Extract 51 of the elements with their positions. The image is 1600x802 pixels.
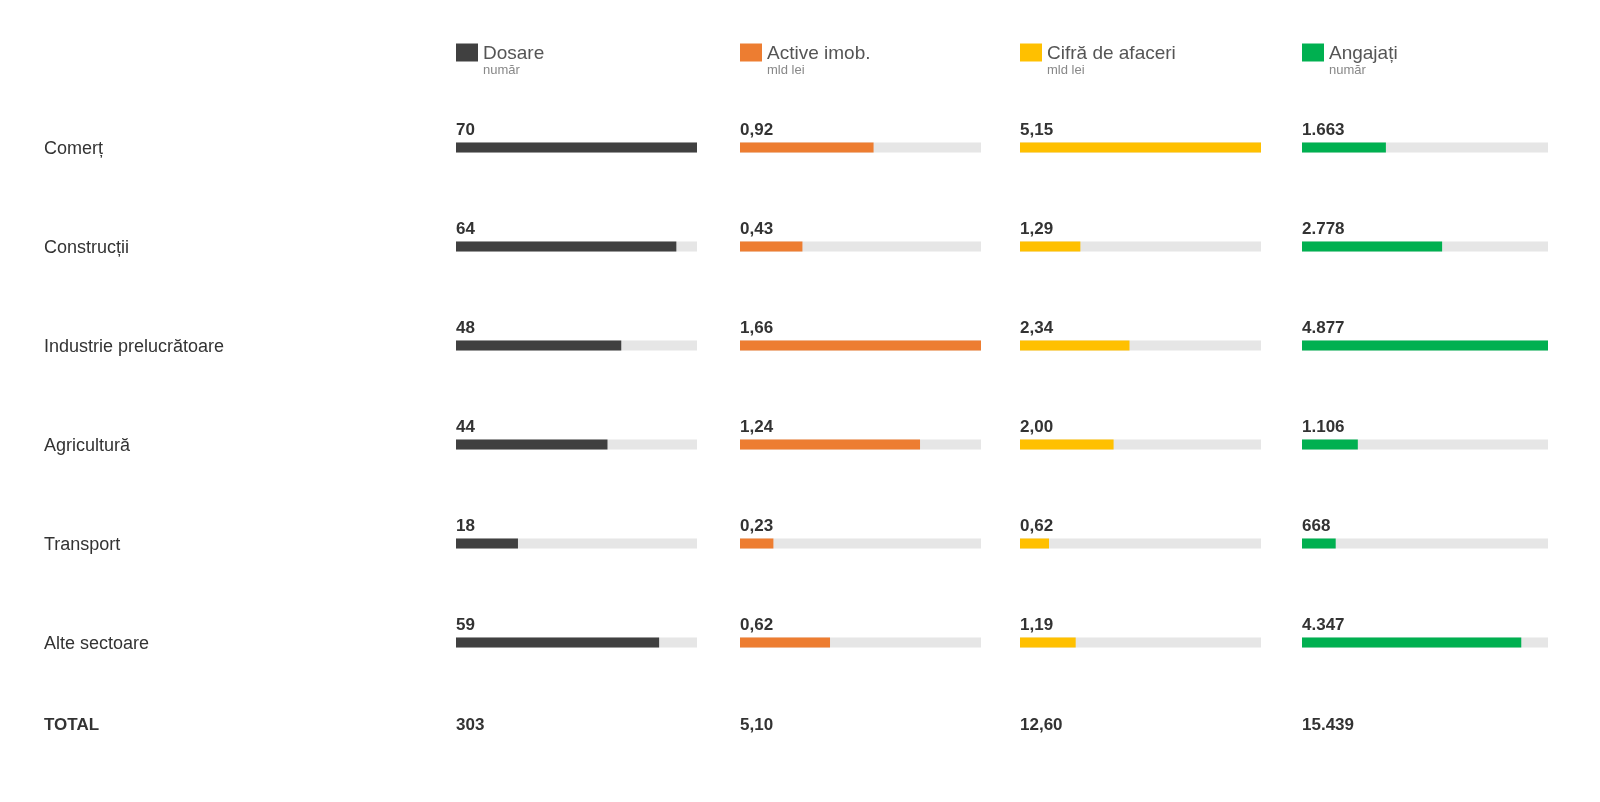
legend-label: Dosare — [483, 42, 545, 63]
y-tick-label: Agricultură — [44, 434, 132, 455]
data-label: 1.106 — [1302, 416, 1345, 436]
y-tick-label: Construcții — [44, 236, 130, 257]
text: TOTAL — [44, 715, 100, 734]
legend-label: Angajați — [1329, 42, 1398, 63]
text: 12,60 — [1020, 715, 1063, 734]
y-tick-label: Alte sectoare — [44, 632, 150, 653]
chart-subtitle: mld lei — [767, 62, 805, 77]
data-label: 668 — [1302, 515, 1331, 535]
bar — [740, 241, 803, 252]
chart-subtitle: număr — [1329, 62, 1367, 77]
y-tick-label: Industrie prelucrătoare — [44, 335, 225, 356]
data-label: 2.778 — [1302, 218, 1345, 238]
data-label: 2,00 — [1020, 416, 1054, 436]
bar — [740, 538, 774, 549]
data-label: 48 — [456, 317, 475, 337]
chart-subtitle: număr — [483, 62, 521, 77]
data-label: 1,29 — [1020, 218, 1054, 238]
data-label: 0,62 — [1020, 515, 1054, 535]
data-label: 1,24 — [740, 416, 774, 436]
data-label: 1,19 — [1020, 614, 1054, 634]
bar — [1020, 637, 1076, 648]
legend-label: Active imob. — [767, 42, 871, 63]
data-label: 5,15 — [1020, 119, 1054, 139]
chart-subtitle: mld lei — [1047, 62, 1085, 77]
data-label: 70 — [456, 119, 475, 139]
data-label: 18 — [456, 515, 475, 535]
data-label: 1.663 — [1302, 119, 1345, 139]
y-tick-label: Transport — [44, 533, 121, 554]
bar — [1302, 439, 1358, 450]
bar — [456, 538, 518, 549]
data-label: 2,34 — [1020, 317, 1054, 337]
data-label: 0,43 — [740, 218, 774, 238]
data-label: 4.877 — [1302, 317, 1345, 337]
text: 303 — [456, 715, 485, 734]
bar — [1020, 538, 1050, 549]
text: 5,10 — [740, 715, 774, 734]
bar — [1020, 241, 1081, 252]
text: 15.439 — [1302, 715, 1354, 734]
data-label: 4.347 — [1302, 614, 1345, 634]
data-label: 59 — [456, 614, 475, 634]
legend-label: Cifră de afaceri — [1047, 42, 1176, 63]
data-label: 0,62 — [740, 614, 774, 634]
data-label: 44 — [456, 416, 476, 436]
data-label: 0,92 — [740, 119, 774, 139]
bar — [1302, 538, 1336, 549]
data-label: 0,23 — [740, 515, 774, 535]
y-tick-label: Comerț — [44, 137, 104, 158]
data-label: 64 — [456, 218, 476, 238]
data-label: 1,66 — [740, 317, 774, 337]
